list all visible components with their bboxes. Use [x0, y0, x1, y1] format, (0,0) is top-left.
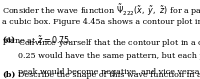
Text: plane at $\tilde{z} = 0.75$.: plane at $\tilde{z} = 0.75$.	[2, 34, 73, 48]
Text: Convince yourself that the contour plot in a cut at $\tilde{z}$ =: Convince yourself that the contour plot …	[18, 36, 200, 50]
Text: (a): (a)	[2, 36, 15, 44]
Text: (b): (b)	[2, 71, 16, 79]
Text: Consider the wave function $\tilde{\Psi}_{222}(\tilde{x},\ \tilde{y},\ \tilde{z}: Consider the wave function $\tilde{\Psi}…	[2, 2, 200, 18]
Text: peak would become negative, and vice versa.: peak would become negative, and vice ver…	[18, 68, 200, 76]
Text: 0.25 would have the same pattern, but each positive: 0.25 would have the same pattern, but ea…	[18, 52, 200, 60]
Text: Describe the shape of this wave function in a plane cut: Describe the shape of this wave function…	[18, 71, 200, 79]
Text: a cubic box. Figure 4.45a shows a contour plot in a cut: a cubic box. Figure 4.45a shows a contou…	[2, 18, 200, 26]
